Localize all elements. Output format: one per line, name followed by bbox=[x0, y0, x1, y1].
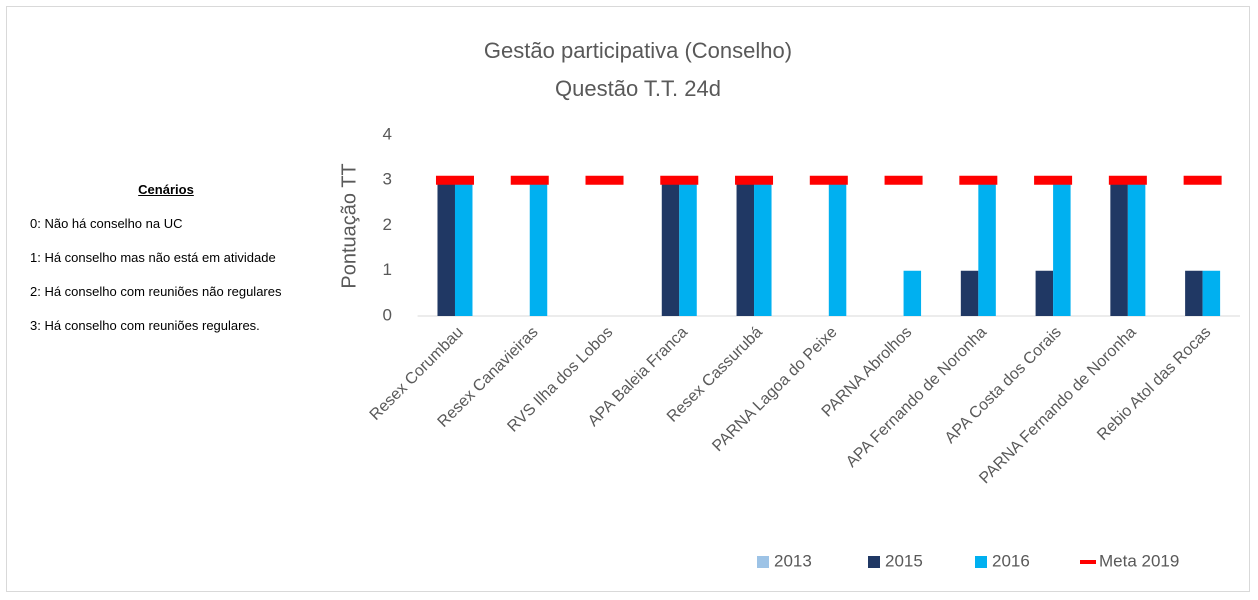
legend-swatch bbox=[975, 556, 987, 568]
target-marker bbox=[884, 175, 923, 185]
legend-swatch bbox=[1080, 560, 1096, 564]
target-marker bbox=[1183, 175, 1222, 185]
target-marker bbox=[959, 175, 998, 185]
bar bbox=[903, 270, 922, 316]
bar bbox=[529, 180, 548, 316]
bar bbox=[1110, 180, 1128, 316]
bar bbox=[1185, 270, 1203, 316]
y-tick-label: 1 bbox=[383, 260, 392, 279]
bar bbox=[1035, 270, 1054, 316]
y-axis-label: Pontuação TT bbox=[338, 163, 360, 288]
panel-title: Cenários bbox=[138, 182, 194, 197]
panel-item: 0: Não há conselho na UC bbox=[30, 216, 183, 231]
legend-label: 2015 bbox=[885, 551, 923, 570]
target-marker bbox=[435, 175, 474, 185]
bar bbox=[978, 180, 996, 316]
scenario-panel: Cenários 0: Não há conselho na UC 1: Há … bbox=[30, 182, 302, 351]
bar bbox=[754, 180, 772, 316]
target-marker bbox=[660, 175, 699, 185]
x-tick-label: PARNA Lagoa do Peixe bbox=[709, 324, 840, 455]
bar bbox=[454, 180, 473, 316]
legend-label: 2016 bbox=[992, 551, 1030, 570]
target-marker bbox=[510, 175, 549, 185]
chart-title: Gestão participativa (Conselho) bbox=[484, 38, 792, 63]
legend-swatch bbox=[868, 556, 880, 568]
legend-label: Meta 2019 bbox=[1099, 551, 1179, 570]
chart-subtitle: Questão T.T. 24d bbox=[555, 76, 721, 101]
bar bbox=[1202, 270, 1221, 316]
target-marker bbox=[809, 175, 848, 185]
target-marker bbox=[585, 175, 624, 185]
target-marker bbox=[1108, 175, 1147, 185]
bar bbox=[1127, 180, 1146, 316]
bar bbox=[661, 180, 680, 316]
panel-item: 3: Há conselho com reuniões regulares. bbox=[30, 318, 260, 333]
legend-label: 2013 bbox=[774, 551, 812, 570]
panel-item: 1: Há conselho mas não está em atividade bbox=[30, 250, 276, 265]
panel-item: 2: Há conselho com reuniões não regulare… bbox=[30, 284, 282, 299]
y-tick-label: 2 bbox=[383, 215, 392, 234]
bar bbox=[437, 180, 455, 316]
chart-frame bbox=[6, 6, 1250, 592]
y-tick-label: 3 bbox=[383, 170, 392, 189]
target-marker bbox=[1034, 175, 1073, 185]
bar bbox=[828, 180, 847, 316]
bar bbox=[736, 180, 755, 316]
bar bbox=[1053, 180, 1071, 316]
legend-swatch bbox=[757, 556, 769, 568]
y-tick-label: 0 bbox=[383, 305, 392, 324]
x-tick-label: PARNA Fernando de Noronha bbox=[976, 324, 1139, 487]
y-tick-label: 4 bbox=[383, 124, 392, 143]
bar bbox=[960, 270, 979, 316]
target-marker bbox=[735, 175, 774, 185]
bar bbox=[679, 180, 697, 316]
x-tick-label: APA Fernando de Noronha bbox=[843, 324, 990, 471]
